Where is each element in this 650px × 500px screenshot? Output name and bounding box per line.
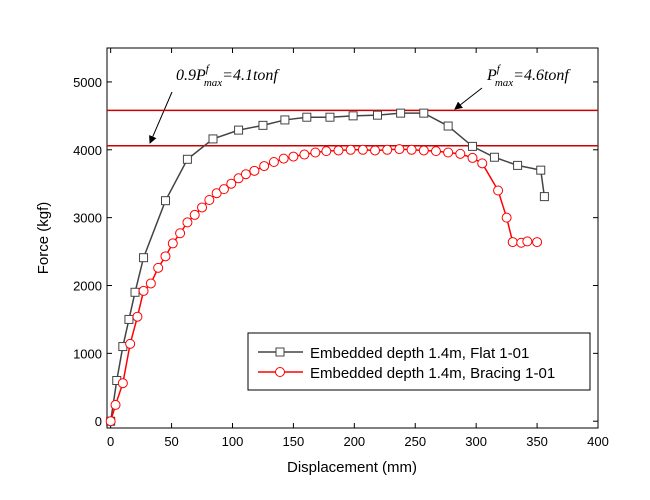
- marker: [468, 141, 478, 151]
- marker: [310, 147, 321, 158]
- marker: [117, 378, 128, 389]
- marker: [493, 185, 504, 196]
- marker: [208, 134, 218, 144]
- marker: [124, 314, 134, 324]
- marker: [507, 237, 518, 248]
- marker: [382, 144, 393, 155]
- marker: [132, 311, 143, 322]
- marker: [288, 151, 299, 162]
- marker: [532, 237, 543, 248]
- marker: [259, 161, 270, 172]
- marker: [275, 367, 285, 377]
- marker: [348, 111, 358, 121]
- x-tick-label: 150: [283, 434, 305, 449]
- x-tick-label: 350: [526, 434, 548, 449]
- annotation-arrow: [454, 87, 483, 110]
- marker: [443, 121, 453, 131]
- marker: [302, 112, 312, 122]
- marker: [258, 120, 268, 130]
- marker: [234, 125, 244, 135]
- y-axis-title: Force (kgf): [35, 202, 52, 275]
- marker: [406, 144, 417, 155]
- marker: [489, 152, 499, 162]
- marker: [138, 285, 149, 296]
- annotation: Pf max=4.6tonf: [486, 63, 571, 89]
- marker: [278, 153, 289, 164]
- marker: [455, 148, 466, 159]
- marker: [182, 154, 192, 164]
- marker: [160, 196, 170, 206]
- marker: [345, 144, 356, 155]
- marker: [280, 115, 290, 125]
- marker: [372, 110, 382, 120]
- marker: [325, 112, 335, 122]
- marker: [522, 236, 533, 247]
- marker: [130, 287, 140, 297]
- marker: [249, 165, 260, 176]
- marker: [139, 253, 149, 263]
- x-tick-label: 400: [587, 434, 609, 449]
- x-tick-label: 300: [465, 434, 487, 449]
- marker: [536, 165, 546, 175]
- marker: [539, 192, 549, 202]
- marker: [370, 145, 381, 156]
- marker: [145, 278, 156, 289]
- marker: [321, 146, 332, 157]
- marker: [167, 238, 178, 249]
- marker: [105, 416, 116, 427]
- marker: [189, 209, 200, 220]
- marker: [110, 399, 121, 410]
- x-tick-label: 200: [343, 434, 365, 449]
- plot-frame: [106, 47, 599, 429]
- y-tick-label: 0: [95, 414, 102, 429]
- x-tick-label: 0: [107, 434, 114, 449]
- x-tick-label: 50: [164, 434, 178, 449]
- x-tick-label: 100: [222, 434, 244, 449]
- marker: [125, 338, 136, 349]
- marker: [240, 169, 251, 180]
- marker: [182, 217, 193, 228]
- marker: [160, 251, 171, 262]
- marker: [394, 144, 405, 155]
- x-tick-label: 250: [404, 434, 426, 449]
- marker: [513, 160, 523, 170]
- y-tick-label: 5000: [73, 75, 102, 90]
- marker: [204, 195, 215, 205]
- y-tick-label: 2000: [73, 279, 102, 294]
- marker: [419, 108, 429, 118]
- marker: [501, 212, 512, 223]
- y-tick-label: 4000: [73, 143, 102, 158]
- marker: [477, 158, 488, 169]
- marker: [430, 146, 441, 157]
- marker: [443, 147, 454, 158]
- annotation: 0.9Pf max=4.1tonf: [176, 63, 280, 89]
- marker: [226, 178, 237, 189]
- annotation-arrow: [149, 91, 173, 144]
- marker: [396, 108, 406, 118]
- marker: [357, 144, 368, 155]
- marker: [197, 202, 208, 213]
- marker: [418, 145, 429, 156]
- marker: [175, 228, 186, 239]
- marker: [299, 149, 310, 160]
- x-axis-title: Displacement (mm): [287, 459, 417, 476]
- marker: [153, 262, 164, 273]
- legend-label: Embedded depth 1.4m, Flat 1-01: [310, 345, 529, 362]
- legend-box: [247, 332, 591, 391]
- marker: [268, 157, 279, 167]
- y-tick-label: 1000: [73, 346, 102, 361]
- marker: [333, 145, 344, 156]
- legend-label: Embedded depth 1.4m, Bracing 1-01: [310, 365, 555, 382]
- y-tick-label: 3000: [73, 211, 102, 226]
- marker: [467, 152, 478, 163]
- marker: [275, 347, 285, 357]
- marker: [218, 184, 229, 195]
